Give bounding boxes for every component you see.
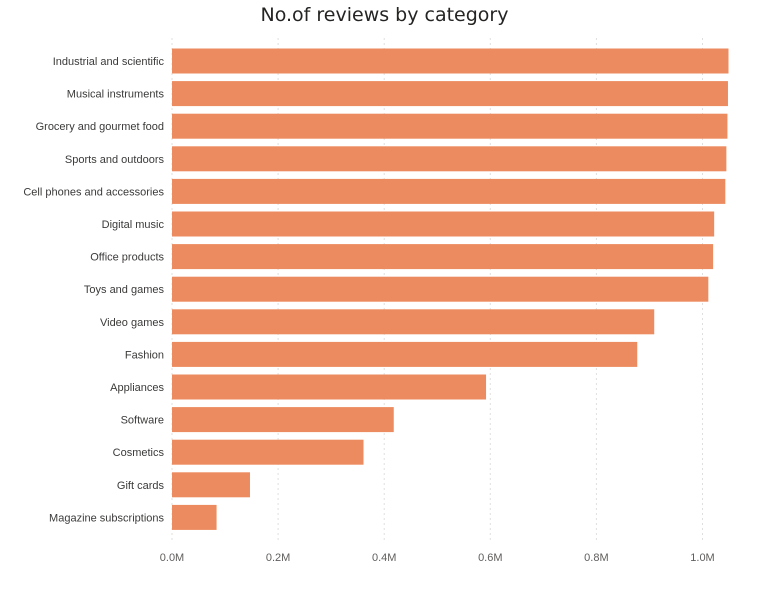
x-tick-label: 0.2M <box>266 552 290 564</box>
category-label: Musical instruments <box>67 89 165 101</box>
bar <box>172 178 726 204</box>
bar <box>172 439 364 465</box>
bar <box>172 146 727 172</box>
category-label: Video games <box>100 317 165 329</box>
category-label: Cosmetics <box>113 447 165 459</box>
x-tick-label: 0.4M <box>372 552 396 564</box>
x-tick-label: 1.0M <box>690 552 714 564</box>
bar <box>172 113 728 139</box>
bar <box>172 504 217 530</box>
category-label: Software <box>121 415 164 427</box>
bar <box>172 407 394 433</box>
category-label: Toys and games <box>84 284 165 296</box>
chart-title: No.of reviews by category <box>260 4 509 26</box>
bar <box>172 244 714 270</box>
bar <box>172 81 728 107</box>
bar <box>172 472 250 498</box>
bar <box>172 374 487 400</box>
category-label: Appliances <box>110 382 164 394</box>
category-label: Magazine subscriptions <box>49 512 164 524</box>
bar <box>172 276 709 302</box>
x-tick-label: 0.6M <box>478 552 502 564</box>
x-tick-label: 0.0M <box>160 552 184 564</box>
bar <box>172 211 715 237</box>
category-label: Office products <box>90 252 164 264</box>
bar <box>172 309 655 335</box>
category-label: Industrial and scientific <box>53 56 165 68</box>
category-label: Digital music <box>102 219 165 231</box>
category-label: Fashion <box>125 349 164 361</box>
bar <box>172 48 729 74</box>
category-label: Cell phones and accessories <box>23 186 164 198</box>
bar <box>172 341 638 367</box>
category-label: Gift cards <box>117 480 165 492</box>
x-tick-label: 0.8M <box>584 552 608 564</box>
category-label: Sports and outdoors <box>65 154 165 166</box>
category-label: Grocery and gourmet food <box>36 121 164 133</box>
